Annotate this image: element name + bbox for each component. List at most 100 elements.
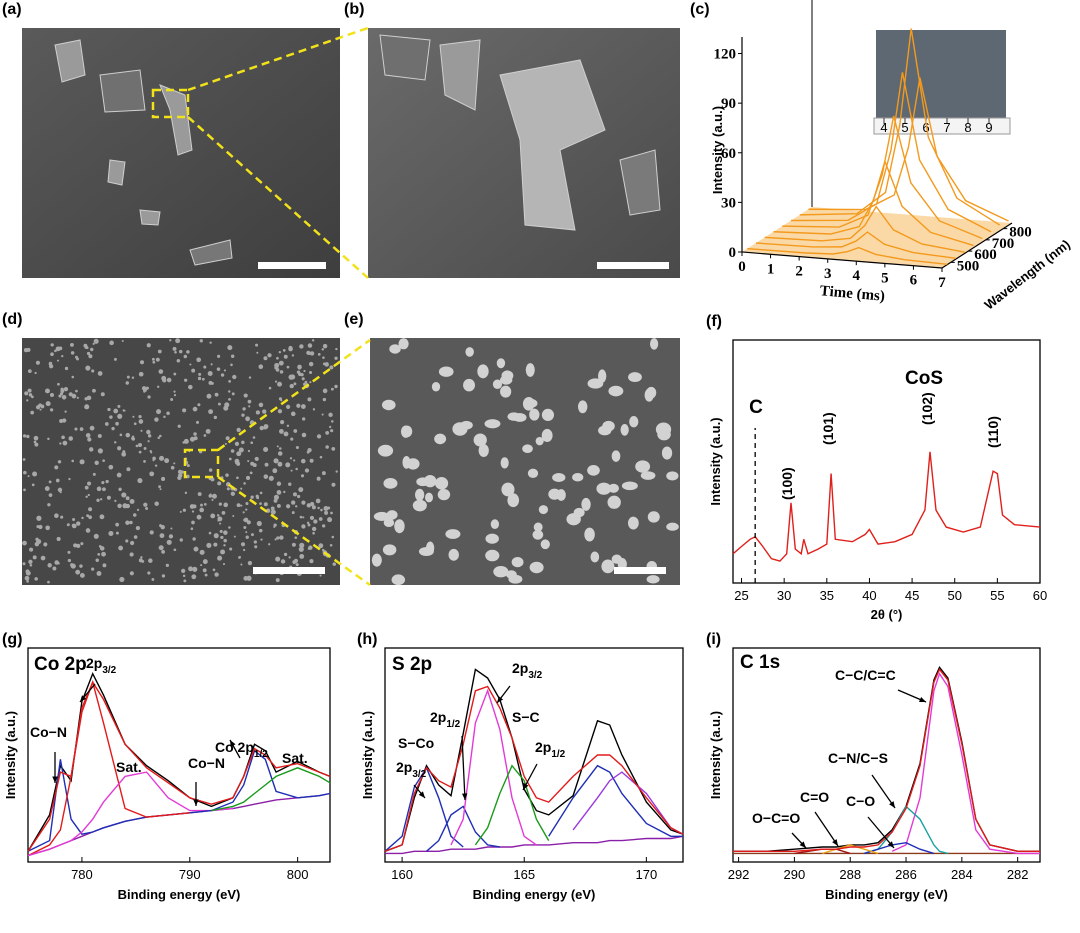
- particle: [279, 447, 282, 450]
- particle: [55, 478, 60, 483]
- particle: [538, 505, 549, 515]
- particle: [309, 559, 314, 564]
- particle: [223, 538, 227, 543]
- particle: [206, 393, 212, 399]
- particle: [321, 471, 326, 476]
- particle: [505, 570, 517, 579]
- particle: [195, 420, 200, 424]
- particle: [219, 529, 223, 533]
- zoom-guides: [151, 26, 371, 587]
- particle: [97, 552, 101, 556]
- particle: [640, 471, 656, 480]
- particle: [26, 347, 31, 352]
- particle: [313, 519, 318, 524]
- annotation-subscript: 1/2: [254, 749, 268, 760]
- particle: [256, 520, 262, 527]
- particle: [84, 397, 88, 401]
- particle: [189, 363, 192, 366]
- annotation: Co−N: [30, 724, 67, 740]
- particle: [47, 437, 50, 441]
- particle: [116, 472, 122, 478]
- particle: [216, 367, 221, 371]
- particle: [283, 552, 288, 557]
- particle: [197, 376, 202, 381]
- particle: [183, 438, 189, 444]
- particle: [56, 359, 60, 362]
- particle: [57, 460, 62, 464]
- particle: [383, 518, 395, 527]
- particle: [126, 467, 131, 472]
- particle: [291, 511, 295, 515]
- particle: [247, 560, 253, 566]
- particle: [238, 447, 244, 453]
- annotation-text: C−O: [846, 793, 875, 809]
- particle: [273, 525, 276, 528]
- z-tick-label: 500: [957, 258, 980, 274]
- particle: [276, 356, 279, 360]
- particle: [496, 358, 506, 369]
- particle: [117, 404, 121, 408]
- inset-ruler: [873, 117, 1011, 135]
- particle: [245, 475, 251, 481]
- particle: [203, 434, 207, 437]
- spectrum: [548, 764, 683, 837]
- y-axis-title: Intensity (a.u.): [710, 106, 725, 194]
- particle: [209, 341, 212, 344]
- annotation-subscript: 1/2: [446, 719, 460, 730]
- particle: [121, 340, 124, 343]
- particle: [23, 470, 27, 475]
- particle: [322, 356, 325, 359]
- particle: [79, 427, 84, 431]
- particle: [434, 433, 447, 445]
- arrow: [871, 774, 896, 809]
- particle: [129, 552, 134, 557]
- annotation: Co−N: [188, 755, 225, 771]
- x-axis-title: Binding energy (eV): [118, 887, 241, 902]
- particle: [228, 457, 232, 461]
- particle: [155, 357, 160, 362]
- particle: [289, 383, 294, 389]
- particle: [253, 540, 257, 544]
- particle: [330, 429, 334, 433]
- particle: [125, 496, 130, 501]
- particle: [154, 464, 158, 467]
- x-tick-label: 165: [513, 867, 535, 882]
- annotation-text: (101): [820, 412, 836, 445]
- particle: [666, 522, 679, 531]
- x-tick-label: 800: [287, 867, 309, 882]
- particle: [318, 517, 323, 521]
- particle: [143, 502, 148, 507]
- particle: [149, 471, 155, 477]
- particle: [596, 482, 612, 495]
- particle: [318, 543, 324, 549]
- ruler-label: 6: [922, 120, 929, 135]
- particle: [525, 363, 535, 377]
- particle: [88, 354, 93, 359]
- spectrum: [450, 688, 537, 846]
- particle: [300, 404, 306, 409]
- particle: [223, 369, 227, 372]
- arrow-head: [80, 695, 87, 702]
- particle: [241, 413, 245, 417]
- particle: [184, 378, 188, 382]
- flake: [619, 149, 661, 216]
- particle: [117, 413, 123, 419]
- particle: [629, 416, 639, 428]
- particle: [34, 442, 39, 447]
- particle: [303, 369, 306, 373]
- y-tick-label: 0: [729, 245, 737, 261]
- particle: [145, 506, 149, 510]
- particle: [371, 553, 382, 567]
- particle: [529, 561, 544, 574]
- particle: [243, 526, 247, 529]
- particle: [102, 459, 105, 463]
- particle: [189, 436, 195, 442]
- particle: [98, 545, 102, 548]
- particle: [548, 488, 561, 500]
- particle: [507, 412, 521, 421]
- particle: [40, 555, 46, 561]
- particle: [210, 381, 214, 385]
- ruler-label: 8: [964, 120, 971, 135]
- particle: [140, 556, 143, 559]
- particle: [152, 456, 156, 461]
